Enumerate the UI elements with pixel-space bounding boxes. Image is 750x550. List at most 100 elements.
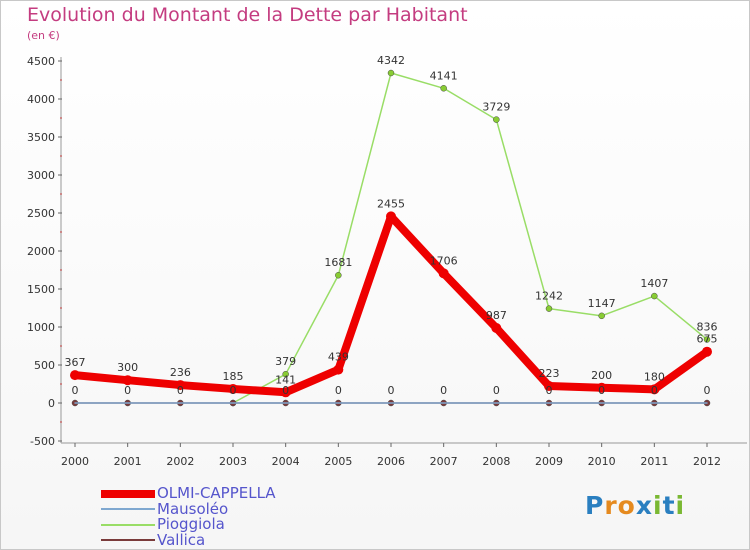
- data-label: 439: [328, 351, 349, 364]
- y-tick-label: 2000: [27, 245, 55, 258]
- legend-swatch: [101, 508, 155, 511]
- line-chart: -500050010001500200025003000350040004500…: [27, 54, 747, 468]
- data-label: 1242: [535, 290, 563, 303]
- data-label: 141: [275, 373, 296, 386]
- legend-item: Mausoléo: [101, 499, 276, 518]
- data-label: 0: [546, 384, 553, 397]
- data-point: [491, 322, 502, 333]
- chart-legend: OLMI-CAPPELLA Mausoléo Pioggiola Vallica: [101, 486, 276, 548]
- x-tick-label: 2003: [219, 455, 247, 468]
- data-label: 0: [335, 384, 342, 397]
- x-tick-label: 2010: [588, 455, 616, 468]
- data-point: [335, 271, 342, 279]
- x-tick-label: 2001: [114, 455, 142, 468]
- data-label: 0: [177, 384, 184, 397]
- data-label: 185: [223, 370, 244, 383]
- chart-unit-label: (en €): [27, 29, 60, 42]
- y-tick-label: 1000: [27, 321, 55, 334]
- x-tick-label: 2008: [482, 455, 510, 468]
- x-tick-label: 2004: [272, 455, 300, 468]
- legend-label: Mausoléo: [157, 499, 229, 518]
- data-label: 223: [539, 367, 560, 380]
- logo-letter: t: [662, 491, 676, 520]
- x-tick-label: 2002: [166, 455, 194, 468]
- data-point: [703, 336, 711, 343]
- data-label: 3729: [482, 101, 510, 114]
- data-point: [228, 383, 238, 394]
- data-label: 987: [486, 309, 507, 322]
- data-label: 236: [170, 366, 191, 379]
- data-point: [440, 85, 447, 92]
- data-label: 379: [275, 355, 296, 368]
- legend-label: Vallica: [157, 530, 206, 549]
- data-point: [438, 268, 449, 279]
- data-label: 0: [704, 384, 711, 397]
- logo-letter: r: [604, 491, 618, 520]
- legend-item: Pioggiola: [101, 517, 276, 533]
- data-label: 367: [65, 356, 86, 369]
- data-label: 0: [72, 384, 79, 397]
- data-label: 0: [124, 384, 131, 397]
- data-point: [649, 384, 660, 395]
- x-tick-label: 2005: [324, 455, 352, 468]
- data-point: [280, 387, 291, 398]
- legend-label: OLMI-CAPPELLA: [157, 484, 276, 503]
- x-tick-label: 2007: [430, 455, 458, 468]
- legend-item: Vallica: [101, 530, 276, 549]
- y-tick-label: 2500: [27, 207, 55, 220]
- logo-letter: x: [635, 491, 653, 520]
- data-label: 300: [117, 361, 138, 374]
- data-label: 0: [230, 384, 237, 397]
- proxiti-logo: Proxiti: [585, 491, 685, 520]
- chart-title: Evolution du Montant de la Dette par Hab…: [27, 4, 468, 26]
- data-point: [545, 305, 553, 312]
- x-tick-label: 2000: [61, 455, 89, 468]
- y-tick-label: -500: [30, 435, 55, 448]
- legend-item: OLMI-CAPPELLA: [101, 486, 276, 502]
- data-label: 1681: [324, 256, 352, 269]
- legend-label: Pioggiola: [157, 515, 225, 534]
- x-tick-label: 2011: [640, 455, 668, 468]
- data-label: 836: [697, 320, 718, 333]
- data-point: [282, 370, 289, 378]
- data-label: 2455: [377, 197, 405, 210]
- y-tick-label: 4000: [27, 93, 55, 106]
- logo-letter: i: [675, 491, 686, 520]
- x-tick-label: 2006: [377, 455, 405, 468]
- y-tick-label: 3000: [27, 169, 55, 182]
- data-point: [386, 211, 396, 222]
- y-tick-label: 3500: [27, 131, 55, 144]
- data-point: [598, 312, 605, 320]
- data-point: [333, 364, 344, 375]
- data-point: [175, 380, 186, 391]
- logo-letter: P: [585, 491, 605, 520]
- data-point: [493, 116, 500, 123]
- data-point: [122, 375, 133, 386]
- y-tick-label: 1500: [27, 283, 55, 296]
- data-point: [651, 292, 658, 300]
- y-tick-label: 4500: [27, 55, 55, 68]
- data-label: 0: [282, 384, 289, 397]
- y-tick-label: 500: [34, 359, 55, 372]
- logo-letter: o: [617, 491, 636, 520]
- y-tick-label: 0: [48, 397, 55, 410]
- data-label: 0: [440, 384, 447, 397]
- legend-swatch: [101, 539, 155, 542]
- data-label: 0: [651, 384, 658, 397]
- data-point: [702, 346, 712, 357]
- data-label: 0: [493, 384, 500, 397]
- data-point: [387, 69, 395, 77]
- data-label: 0: [388, 384, 395, 397]
- data-label: 1706: [430, 254, 458, 267]
- data-label: 4342: [377, 54, 405, 67]
- data-point: [596, 382, 607, 393]
- legend-swatch: [101, 523, 155, 526]
- x-tick-label: 2012: [693, 455, 721, 468]
- data-label: 1147: [588, 297, 616, 310]
- data-label: 180: [644, 370, 665, 383]
- data-label: 675: [697, 333, 718, 346]
- legend-swatch: [101, 489, 155, 498]
- series-line: [232, 72, 708, 404]
- data-label: 200: [591, 369, 612, 382]
